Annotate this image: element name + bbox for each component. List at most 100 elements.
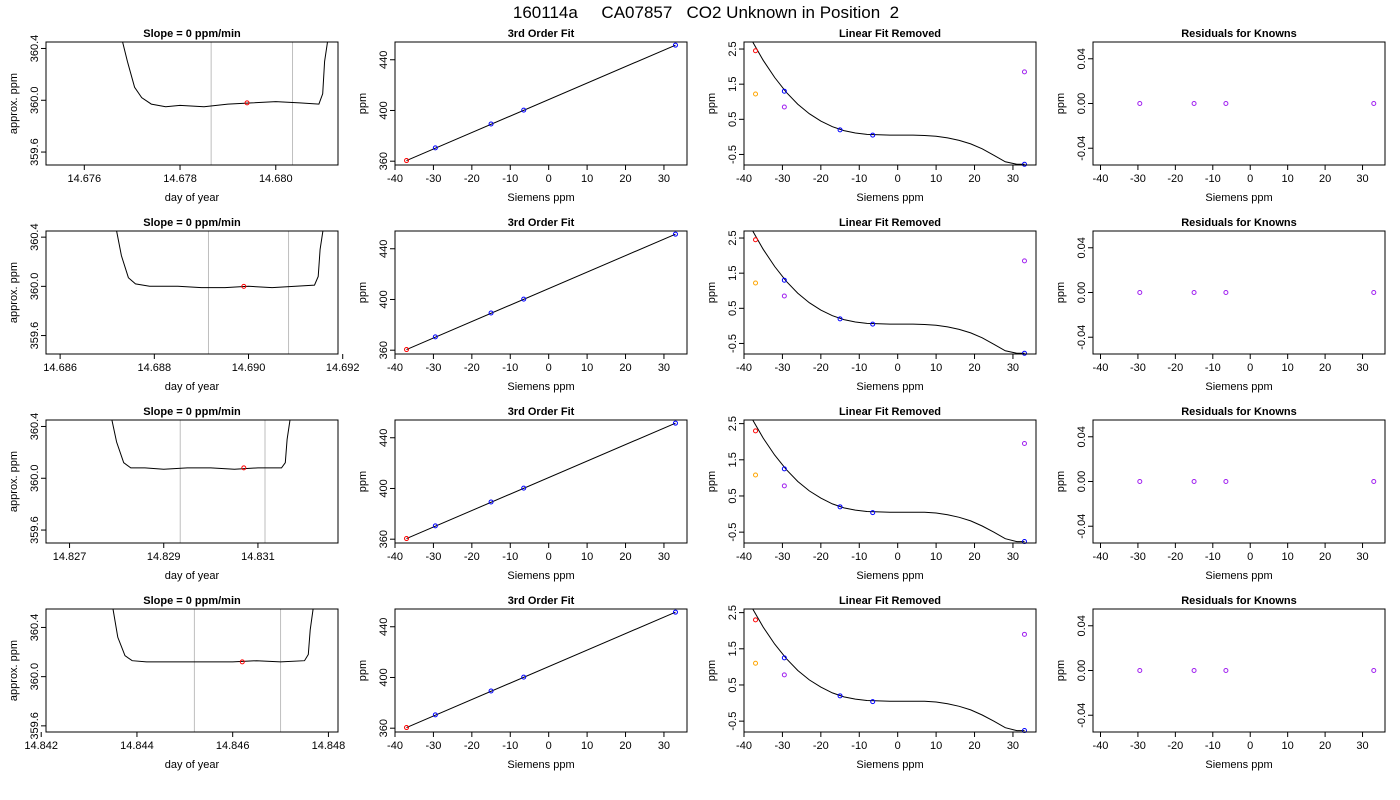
panel-title: 3rd Order Fit [508,595,575,607]
panel-r4c2: 3rd Order Fit -40 -30 -20 -10 0 10 20 30 360 400 44… [357,595,688,771]
x-tick-label: -30 [774,173,790,185]
panel-r3c4: Residuals for Knowns -40 -30 -20 -10 0 10 20 30 -… [1055,406,1386,582]
y-tick-label: -0.04 [1076,514,1088,539]
x-axis-label: day of year [165,759,220,771]
panel-title: 3rd Order Fit [508,28,575,40]
x-tick-label: 14.844 [120,740,154,752]
series-line [122,42,328,108]
data-point [488,310,494,316]
panel-title: Residuals for Knowns [1181,28,1297,40]
figure-title: 160114a CA07857 CO2 Unknown in Position … [513,3,899,22]
data-point [781,277,787,283]
x-tick-label: 20 [968,740,980,752]
y-tick-label: 360 [378,530,390,548]
data-point [781,104,787,110]
x-tick-label: 20 [619,551,631,563]
x-tick-label: -10 [1205,740,1221,752]
x-tick-label: 20 [968,362,980,374]
x-tick-label: -20 [1167,362,1183,374]
x-tick-label: -40 [387,362,403,374]
x-tick-label: 30 [1007,740,1019,752]
y-tick-label: 2.5 [727,230,739,245]
x-tick-label: -40 [1093,173,1109,185]
data-point [1371,101,1377,106]
x-tick-label: -30 [1130,551,1146,563]
data-point [521,296,527,302]
x-axis-label: Siemens ppm [507,381,574,393]
x-tick-label: 10 [930,173,942,185]
data-point [753,48,759,54]
x-tick-label: 30 [658,173,670,185]
panel-r4c4: Residuals for Knowns -40 -30 -20 -10 0 10 20 30 -… [1055,595,1386,771]
x-tick-label: -40 [736,173,752,185]
y-tick-label: 360.0 [29,273,41,301]
data-point [837,127,843,133]
panel-title: Slope = 0 ppm/min [143,406,241,418]
x-axis-label: Siemens ppm [856,570,923,582]
panel-r2c1: Slope = 0 ppm/min 14.686 14.688 14.690 14.69… [8,217,360,393]
y-tick-label: 360.4 [29,223,41,251]
y-tick-label: 359.6 [29,516,41,544]
y-tick-label: -0.5 [727,145,739,164]
y-tick-label: 360 [378,341,390,359]
series-line [111,420,291,470]
plot-area [752,609,1025,732]
x-tick-label: -20 [1167,173,1183,185]
y-tick-label: 0.5 [727,112,739,127]
panel-r1c3: Linear Fit Removed -40 -30 -20 -10 0 10 20 30 -0.… [706,28,1037,204]
data-point [781,483,787,489]
x-tick-label: 0 [1247,173,1253,185]
x-axis-label: Siemens ppm [856,381,923,393]
x-tick-label: 20 [1319,362,1331,374]
data-point [753,660,759,666]
x-tick-label: -20 [1167,740,1183,752]
x-tick-label: 14.846 [216,740,250,752]
data-point [244,100,250,106]
x-tick-label: 10 [581,173,593,185]
x-axis-label: Siemens ppm [1205,570,1272,582]
y-axis-label: ppm [706,93,718,114]
x-axis-label: Siemens ppm [507,759,574,771]
data-point [781,466,787,472]
plot-area [752,42,1025,165]
panel-title: Slope = 0 ppm/min [143,595,241,607]
panel-r2c3: Linear Fit Removed -40 -30 -20 -10 0 10 20 30 -0.… [706,217,1037,393]
x-tick-label: 0 [1247,551,1253,563]
x-tick-label: 30 [1007,551,1019,563]
x-tick-label: 14.690 [232,362,266,374]
data-point [781,88,787,94]
x-tick-label: 14.678 [163,173,197,185]
panel-title: 3rd Order Fit [508,217,575,229]
y-tick-label: 359.6 [29,322,41,350]
x-tick-label: 20 [619,740,631,752]
x-tick-label: 0 [546,362,552,374]
x-tick-label: 30 [658,362,670,374]
x-axis-label: day of year [165,192,220,204]
x-tick-label: -10 [1205,551,1221,563]
plot-area [406,44,676,162]
plot-frame [1092,608,1386,733]
data-point [753,280,759,286]
x-tick-label: 10 [1282,740,1294,752]
panel-r3c1: Slope = 0 ppm/min 14.827 14.829 14.831 359.6… [8,406,339,582]
x-tick-label: -10 [1205,173,1221,185]
x-tick-label: -10 [851,551,867,563]
series-line [112,609,314,663]
y-axis-label: approx. ppm [8,73,20,134]
plot-frame [743,608,1037,733]
y-axis-label: approx. ppm [8,262,20,323]
data-point [837,316,843,322]
y-tick-label: 0.00 [1076,660,1088,681]
y-tick-label: 0.00 [1076,471,1088,492]
x-axis-label: day of year [165,570,220,582]
y-tick-label: -0.5 [727,523,739,542]
data-point [521,674,527,680]
y-axis-label: ppm [357,93,369,114]
data-point [488,688,494,694]
panel-title: Slope = 0 ppm/min [143,217,241,229]
data-point [1223,290,1229,295]
panel-title: Slope = 0 ppm/min [143,28,241,40]
data-point [672,609,678,615]
data-point [753,428,759,434]
x-tick-label: -30 [425,362,441,374]
